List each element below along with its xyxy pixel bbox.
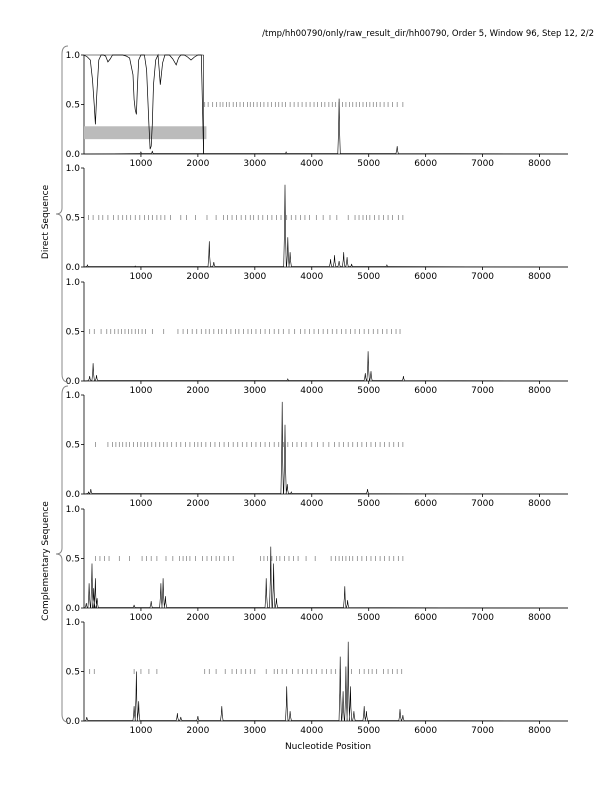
y-tick-label: 0.0	[66, 490, 81, 500]
x-tick-label: 7000	[471, 613, 494, 623]
series-line	[83, 401, 569, 495]
panel-5: 0.0 0.5 1.0 1000 2000 3000 4000 5000 6000 7000 800…	[66, 505, 569, 623]
x-tick-label: 2000	[186, 499, 209, 509]
y-tick-label: 0.5	[66, 328, 80, 338]
series-line	[83, 351, 569, 382]
x-tick-label: 4000	[300, 386, 323, 396]
x-tick-label: 5000	[357, 613, 380, 623]
x-tick-label: 5000	[357, 272, 380, 282]
x-tick-label: 4000	[300, 499, 323, 509]
x-tick-label: 6000	[414, 272, 437, 282]
x-tick-label: 7000	[471, 159, 494, 169]
y-tick-label: 0.0	[66, 717, 81, 727]
y-tick-label: 1.0	[66, 278, 81, 288]
direct-sequence-label: Direct Sequence	[41, 184, 51, 259]
panels: 0.0 0.5 1.0 1000 2000 3000 4000 5000 6000 7000 800…	[66, 51, 569, 736]
x-tick-label: 1000	[129, 272, 152, 282]
direct-sequence-brace	[55, 45, 69, 383]
x-tick-label: 2000	[186, 726, 209, 736]
x-tick-label: 5000	[357, 159, 380, 169]
y-tick-label: 1.0	[66, 391, 81, 401]
x-tick-label: 3000	[243, 159, 266, 169]
x-tick-label: 1000	[129, 386, 152, 396]
x-axis-title: Nucleotide Position	[285, 742, 371, 752]
y-tick-label: 0.0	[66, 150, 81, 160]
y-tick-label: 1.0	[66, 505, 81, 515]
x-tick-label: 1000	[129, 613, 152, 623]
x-tick-label: 5000	[357, 499, 380, 509]
y-tick-label: 0.5	[66, 214, 80, 224]
y-tick-label: 1.0	[66, 51, 81, 61]
x-tick-label: 3000	[243, 386, 266, 396]
x-tick-label: 7000	[471, 726, 494, 736]
x-tick-label: 5000	[357, 386, 380, 396]
x-tick-label: 8000	[528, 159, 551, 169]
x-tick-label: 3000	[243, 272, 266, 282]
x-tick-label: 8000	[528, 613, 551, 623]
x-tick-label: 4000	[300, 613, 323, 623]
panel-4: 0.0 0.5 1.0 1000 2000 3000 4000 5000 6000 7000 800…	[66, 391, 569, 509]
series-line	[83, 641, 569, 722]
x-tick-label: 8000	[528, 726, 551, 736]
x-tick-label: 4000	[300, 726, 323, 736]
x-tick-label: 3000	[243, 726, 266, 736]
complementary-sequence-brace	[55, 385, 69, 723]
y-tick-label: 0.5	[66, 101, 80, 111]
x-tick-label: 3000	[243, 499, 266, 509]
x-tick-label: 8000	[528, 386, 551, 396]
inset-line	[83, 53, 204, 155]
x-tick-label: 6000	[414, 613, 437, 623]
y-tick-label: 0.0	[66, 377, 81, 387]
y-tick-label: 1.0	[66, 164, 81, 174]
x-tick-label: 4000	[300, 272, 323, 282]
x-tick-label: 6000	[414, 726, 437, 736]
y-tick-label: 0.0	[66, 604, 81, 614]
x-tick-label: 6000	[414, 386, 437, 396]
x-tick-label: 6000	[414, 499, 437, 509]
panel-1: 0.0 0.5 1.0 1000 2000 3000 4000 5000 6000 7000 800…	[66, 51, 569, 169]
y-tick-label: 0.0	[66, 263, 81, 273]
panel-6: 0.0 0.5 1.0 1000 2000 3000 4000 5000 6000 7000 800…	[66, 618, 569, 736]
x-tick-label: 1000	[129, 499, 152, 509]
x-tick-label: 2000	[186, 386, 209, 396]
x-tick-label: 2000	[186, 613, 209, 623]
x-tick-label: 1000	[129, 726, 152, 736]
panel-3: 0.0 0.5 1.0 1000 2000 3000 4000 5000 6000 7000 800…	[66, 278, 569, 396]
series-line	[83, 184, 569, 268]
figure-header: /tmp/hh00790/only/raw_result_dir/hh00790…	[262, 29, 594, 39]
x-tick-label: 7000	[471, 499, 494, 509]
y-tick-label: 1.0	[66, 618, 81, 628]
complementary-sequence-label: Complementary Sequence	[41, 501, 51, 621]
series-line	[83, 546, 569, 609]
series-line	[83, 98, 569, 155]
panel-2: 0.0 0.5 1.0 1000 2000 3000 4000 5000 6000 7000 800…	[66, 164, 569, 282]
x-tick-label: 1000	[129, 159, 152, 169]
x-tick-label: 4000	[300, 159, 323, 169]
highlight-band	[84, 126, 207, 140]
x-tick-label: 7000	[471, 272, 494, 282]
y-tick-label: 0.5	[66, 441, 80, 451]
x-tick-label: 7000	[471, 386, 494, 396]
x-tick-label: 5000	[357, 726, 380, 736]
x-tick-label: 2000	[186, 272, 209, 282]
group-braces	[55, 45, 69, 723]
x-tick-label: 8000	[528, 272, 551, 282]
x-tick-label: 3000	[243, 613, 266, 623]
y-tick-label: 0.5	[66, 668, 80, 678]
x-tick-label: 2000	[186, 159, 209, 169]
x-tick-label: 6000	[414, 159, 437, 169]
x-tick-label: 8000	[528, 499, 551, 509]
y-tick-label: 0.5	[66, 555, 80, 565]
